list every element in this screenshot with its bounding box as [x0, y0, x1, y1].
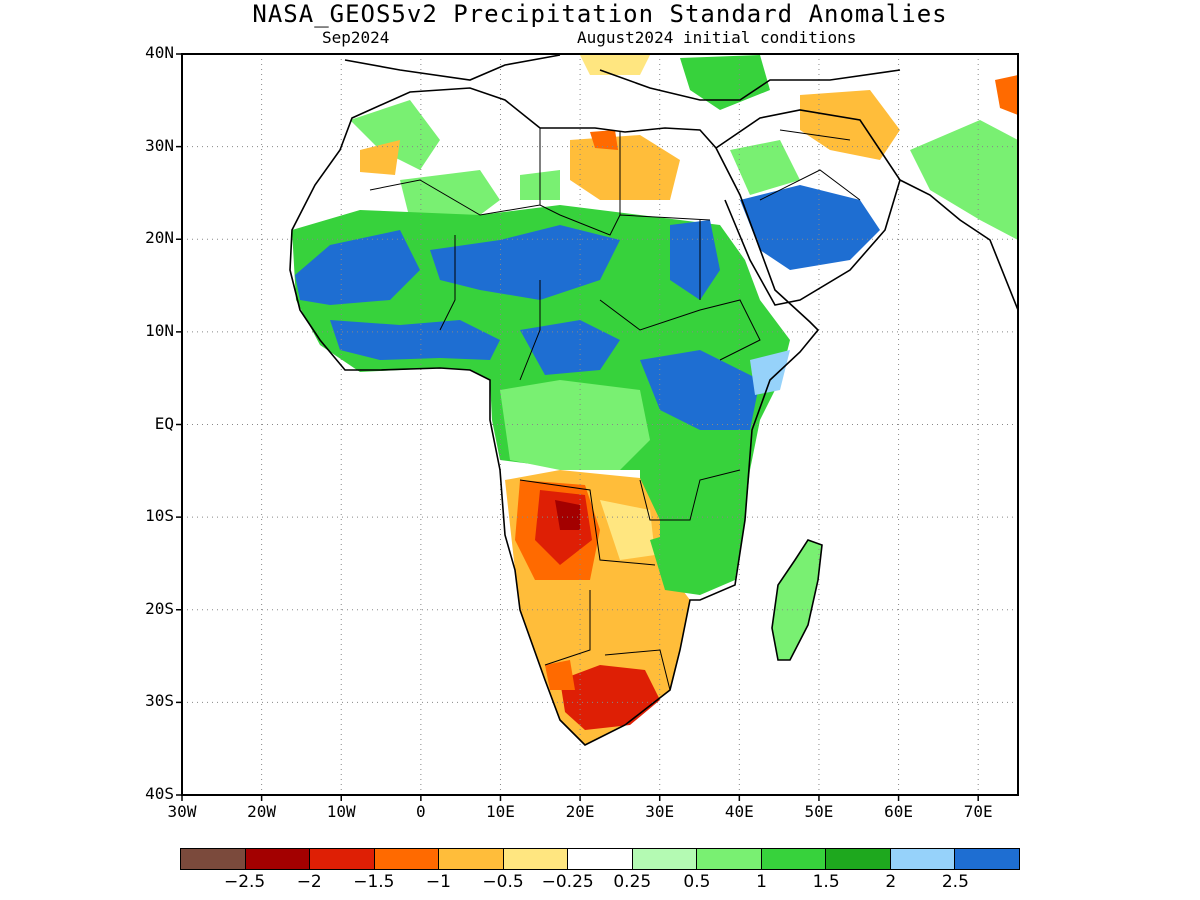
region-arabia-blue: [740, 185, 880, 270]
colorbar-swatch: [826, 849, 891, 869]
country-borders: [369, 128, 861, 691]
lon-tick-label: 60E: [884, 802, 914, 821]
region-mozambique-green: [650, 525, 730, 595]
colorbar: [180, 848, 1020, 870]
lon-tick-label: 70E: [963, 802, 993, 821]
region-europe-green: [680, 55, 770, 110]
lat-tick-label: 10N: [145, 320, 174, 340]
colorbar-swatch: [181, 849, 246, 869]
region-eastafrica-blue: [640, 350, 760, 430]
colorbar-label: 2.5: [941, 872, 969, 892]
lat-tick-label: 20S: [145, 598, 174, 618]
map-layer: [290, 55, 1018, 745]
region-gulf-blue: [330, 320, 500, 360]
region-namibia-lightorange: [525, 590, 580, 660]
colorbar-label: −2.5: [223, 872, 266, 892]
coastlines: [289, 54, 1018, 746]
lon-tick-label: 30W: [167, 802, 197, 821]
lat-tick-label: 30N: [145, 135, 174, 155]
colorbar-swatch: [245, 849, 311, 869]
region-europe-yellow: [580, 55, 650, 75]
colorbar-label: −2: [296, 872, 322, 892]
initial-conditions: August2024 initial conditions: [577, 28, 857, 47]
madagascar-coastline: [771, 539, 823, 661]
region-north-green: [350, 100, 440, 170]
colorbar-swatch: [955, 849, 1019, 869]
colorbar-label: 2: [885, 872, 897, 892]
region-egypt-red: [590, 130, 618, 150]
colorbar-swatch: [697, 849, 762, 869]
colorbar-label: 0.25: [613, 872, 652, 892]
region-egypt-orange: [570, 135, 680, 200]
colorbar-swatch: [890, 849, 956, 869]
colorbar-label: 1: [756, 872, 767, 892]
lat-tick-label: 40N: [145, 43, 174, 62]
colorbar-swatch: [568, 849, 633, 869]
region-sahel-blue-west: [295, 230, 420, 305]
region-cameroon-blue: [520, 320, 620, 375]
region-north-orange: [360, 140, 400, 175]
lon-tick-label: 20E: [565, 802, 595, 821]
region-sudan-blue: [670, 220, 720, 300]
lat-tick-label: 30S: [145, 691, 174, 711]
region-sahel-blue-center: [430, 225, 620, 300]
region-arabia-green: [730, 140, 800, 195]
lon-tick-label: 40E: [724, 802, 754, 821]
region-angola-darkred: [555, 500, 580, 530]
colorbar-swatch: [310, 849, 375, 869]
lon-tick-label: 0: [416, 802, 426, 821]
colorbar-label: −1: [425, 872, 451, 892]
colorbar-label: −0.5: [482, 872, 524, 892]
colorbar-label: −0.25: [541, 872, 594, 892]
colorbar-label: −1.5: [353, 872, 395, 892]
region-south-yellow: [600, 500, 655, 560]
lon-tick-label: 10W: [326, 802, 356, 821]
forecast-month: Sep2024: [322, 28, 390, 47]
lon-tick-label: 20W: [247, 802, 277, 821]
map-grid: [182, 54, 1018, 795]
region-asia-red: [995, 75, 1018, 115]
colorbar-label: 1.5: [812, 872, 840, 892]
lon-tick-label: 10E: [486, 802, 515, 821]
lon-tick-label: 50E: [804, 802, 834, 821]
lat-tick-label: 40S: [145, 784, 174, 803]
axis-ticks: [176, 53, 979, 801]
region-eastafrica-lightblue: [750, 350, 790, 395]
colorbar-label: 0.5: [683, 872, 711, 892]
colorbar-swatch: [374, 849, 440, 869]
europe-coastline: [344, 54, 901, 101]
lat-tick-label: 20N: [145, 228, 174, 248]
colorbar-swatch: [761, 849, 827, 869]
region-asia-green: [910, 120, 1018, 240]
region-southafrica-red: [560, 665, 660, 730]
colorbar-swatch: [439, 849, 504, 869]
madagascar-landmass: [772, 540, 822, 660]
lon-tick-label: 30E: [645, 802, 675, 821]
africa-coastline: [289, 87, 820, 746]
colorbar-swatch: [503, 849, 569, 869]
arabia-coastline: [715, 109, 901, 306]
region-central-lightgreen: [500, 380, 650, 470]
plot-title: NASA_GEOS5v2 Precipitation Standard Anom…: [252, 0, 948, 28]
region-southafrica-orange: [545, 660, 575, 690]
asia-coastline: [899, 179, 1018, 311]
lat-tick-label: EQ: [154, 413, 174, 433]
colorbar-swatch: [632, 849, 698, 869]
lat-tick-label: 10S: [145, 506, 174, 526]
